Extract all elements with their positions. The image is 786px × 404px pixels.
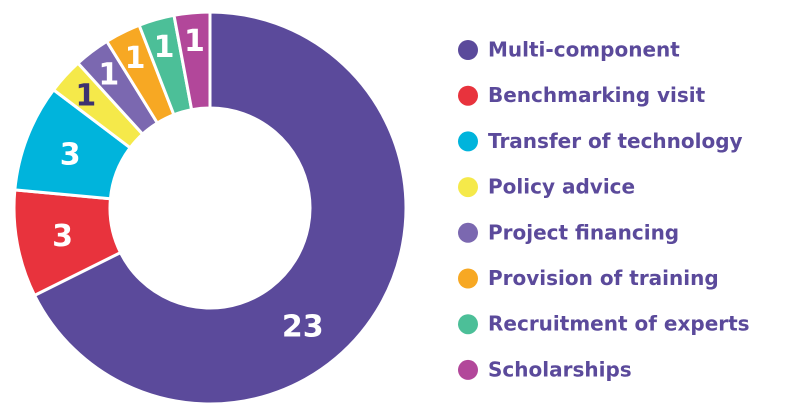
legend-swatch xyxy=(458,131,478,152)
slice-label: 23 xyxy=(282,309,324,344)
legend-label: Benchmarking visit xyxy=(488,83,706,107)
legend-label: Provision of training xyxy=(488,266,719,290)
legend-label: Scholarships xyxy=(488,357,632,381)
donut-slice xyxy=(172,10,212,112)
slice-label: 1 xyxy=(154,30,175,65)
slice-label: 3 xyxy=(52,219,73,254)
slice-label: 3 xyxy=(60,137,81,172)
slice-label: 1 xyxy=(75,78,96,113)
legend-swatch xyxy=(458,85,478,106)
legend-label: Multi-component xyxy=(488,38,680,62)
legend-swatch xyxy=(458,40,478,60)
legend-label: Transfer of technology xyxy=(488,129,743,153)
slice-label: 1 xyxy=(98,57,119,92)
legend-label: Recruitment of experts xyxy=(488,312,750,336)
legend-swatch xyxy=(458,222,478,243)
legend-label: Project financing xyxy=(488,220,679,244)
legend-swatch xyxy=(458,314,478,335)
donut-slice xyxy=(32,10,408,404)
slice-label: 1 xyxy=(184,24,205,59)
legend-swatch xyxy=(458,177,478,198)
legend-swatch xyxy=(458,359,478,380)
legend-swatch xyxy=(458,268,478,289)
legend-label: Policy advice xyxy=(488,175,635,199)
slice-label: 1 xyxy=(125,41,146,76)
